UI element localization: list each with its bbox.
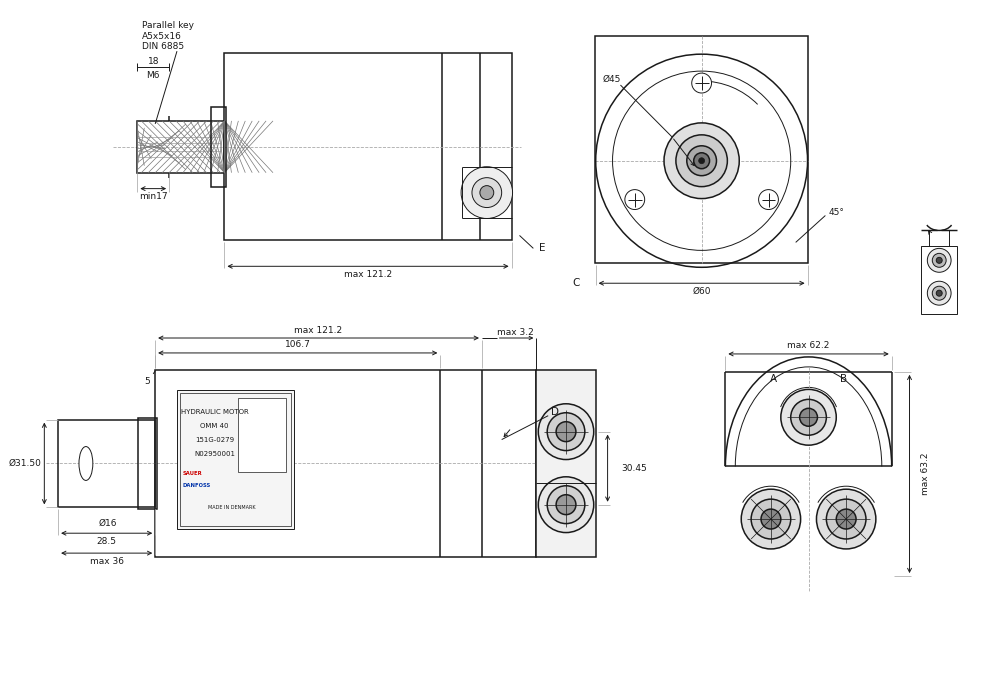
Text: 45°: 45° <box>828 208 844 217</box>
Text: D: D <box>551 407 559 417</box>
Circle shape <box>538 404 594 460</box>
Circle shape <box>816 489 876 549</box>
Bar <box>180 392 291 526</box>
Text: B: B <box>840 374 847 384</box>
Circle shape <box>927 249 951 272</box>
Circle shape <box>741 489 801 549</box>
Circle shape <box>781 389 836 445</box>
Text: Parallel key
A5x5x16
DIN 6885: Parallel key A5x5x16 DIN 6885 <box>142 21 194 51</box>
Circle shape <box>480 185 494 200</box>
Text: Ø45: Ø45 <box>603 75 621 84</box>
Text: max 121.2: max 121.2 <box>344 270 392 279</box>
Bar <box>137 121 224 172</box>
Circle shape <box>936 257 942 263</box>
Text: Ø31.50: Ø31.50 <box>8 459 41 468</box>
Text: N02950001: N02950001 <box>194 451 235 456</box>
Text: C: C <box>572 278 580 288</box>
Text: DANFOSS: DANFOSS <box>183 483 211 488</box>
Circle shape <box>936 290 942 296</box>
Text: max 63.2: max 63.2 <box>921 453 930 495</box>
Text: Ø60: Ø60 <box>692 287 711 295</box>
Circle shape <box>547 413 585 451</box>
Text: 151G-0279: 151G-0279 <box>195 437 234 443</box>
Circle shape <box>676 135 727 187</box>
Text: SAUER: SAUER <box>183 471 203 476</box>
Circle shape <box>836 509 856 529</box>
Bar <box>921 246 957 314</box>
Bar <box>595 36 808 263</box>
Circle shape <box>547 485 585 524</box>
Circle shape <box>791 399 826 435</box>
Circle shape <box>699 158 705 164</box>
Circle shape <box>932 253 946 268</box>
Text: 28.5: 28.5 <box>97 536 117 546</box>
Circle shape <box>538 477 594 532</box>
Circle shape <box>927 281 951 305</box>
Text: A: A <box>770 374 777 384</box>
Circle shape <box>800 408 817 426</box>
Circle shape <box>556 495 576 515</box>
Bar <box>224 53 512 240</box>
Circle shape <box>761 509 781 529</box>
Text: max 121.2: max 121.2 <box>294 325 343 335</box>
Bar <box>238 398 286 473</box>
Circle shape <box>826 499 866 539</box>
Circle shape <box>751 499 791 539</box>
Text: 106.7: 106.7 <box>285 340 311 350</box>
Ellipse shape <box>79 447 93 481</box>
Circle shape <box>687 146 716 176</box>
Text: 30.45: 30.45 <box>621 464 647 473</box>
Bar <box>536 370 596 557</box>
Circle shape <box>556 422 576 441</box>
Bar <box>138 418 157 509</box>
Circle shape <box>759 189 778 210</box>
Circle shape <box>472 178 502 208</box>
Text: 5: 5 <box>144 377 150 386</box>
Circle shape <box>664 123 739 198</box>
Text: min17: min17 <box>139 192 168 201</box>
Text: M6: M6 <box>146 71 160 79</box>
Text: Ø16: Ø16 <box>98 519 117 528</box>
Circle shape <box>932 287 946 300</box>
Bar <box>177 390 294 529</box>
Circle shape <box>692 73 712 93</box>
Bar <box>155 370 536 557</box>
Circle shape <box>625 189 645 210</box>
Text: HYDRAULIC MOTOR: HYDRAULIC MOTOR <box>181 409 248 415</box>
Text: max 36: max 36 <box>90 557 124 566</box>
Bar <box>211 107 226 187</box>
Text: OMM 40: OMM 40 <box>200 422 229 428</box>
Text: MADE IN DENMARK: MADE IN DENMARK <box>208 504 255 510</box>
Circle shape <box>694 153 710 168</box>
Text: max 3.2: max 3.2 <box>497 327 533 337</box>
Text: max 62.2: max 62.2 <box>787 342 830 350</box>
Circle shape <box>461 167 513 219</box>
Bar <box>58 420 155 507</box>
Text: 18: 18 <box>147 56 159 66</box>
Text: E: E <box>539 243 546 253</box>
